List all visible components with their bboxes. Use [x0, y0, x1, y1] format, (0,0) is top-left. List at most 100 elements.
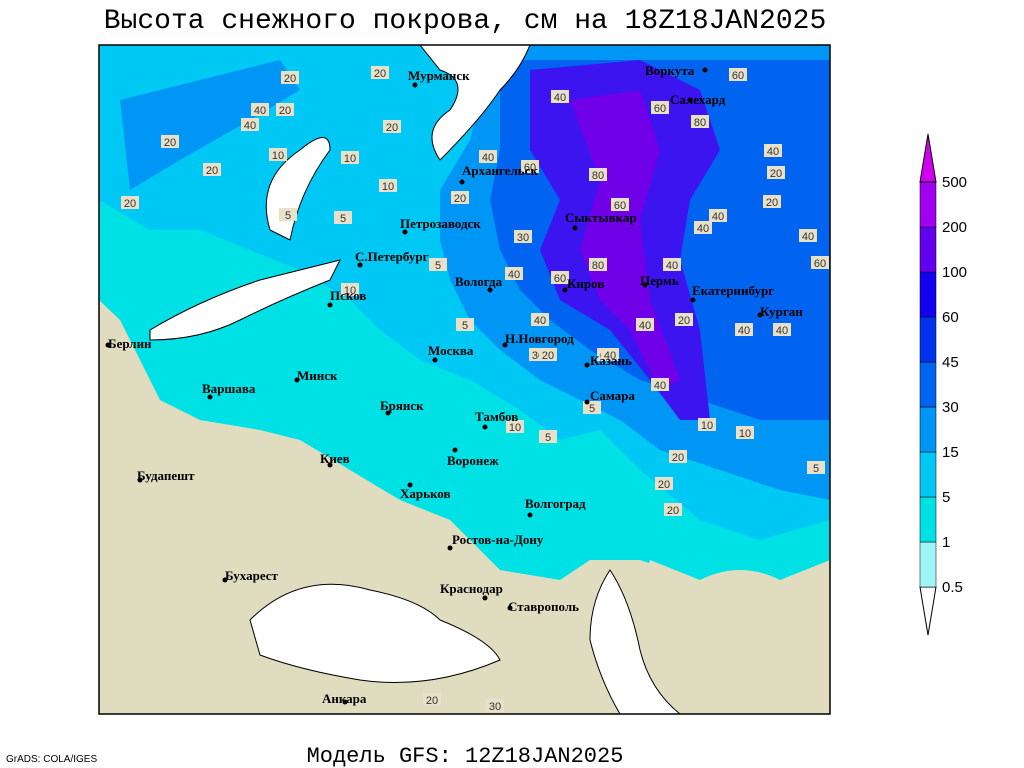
map-frame: [98, 44, 831, 715]
city-label: Воркута: [645, 63, 695, 78]
city-dot: [402, 229, 408, 235]
contour-label-box: [341, 283, 359, 296]
city-label: Екатеринбург: [692, 283, 774, 298]
legend-label: 30: [942, 399, 959, 416]
city-dot: [562, 287, 568, 293]
contour-label-box: [651, 378, 669, 391]
contour-labels: 20 20 40 20 40 20 20 20 10 10 20 5 5 10 20 40 60 40 80 60 80…: [121, 66, 829, 713]
contour-label: 5: [285, 210, 291, 222]
contour-label: 60: [554, 273, 566, 285]
contour-label-box: [551, 271, 569, 284]
contour-label: 20: [667, 505, 679, 517]
contour-label-box: [735, 323, 753, 336]
map-title: Высота снежного покрова, см на 18Z18JAN2…: [104, 6, 827, 37]
contour-label-box: [514, 230, 532, 243]
legend-swatch: [919, 181, 937, 228]
city-dot: [584, 399, 590, 405]
contour-label: 40: [604, 350, 616, 362]
legend-label: 1: [942, 534, 950, 551]
sea-black: [249, 583, 501, 683]
contour-label-box: [764, 144, 782, 157]
contour-label-box: [334, 211, 352, 224]
contour-label-box: [456, 318, 474, 331]
city-dot: [357, 262, 363, 268]
contour-label-box: [521, 160, 539, 173]
contour-label-box: [276, 103, 294, 116]
contour-label: 40: [738, 325, 750, 337]
legend-swatch: [919, 586, 937, 636]
contour-label-box: [423, 693, 441, 706]
contour-label-box: [773, 323, 791, 336]
city-label: Варшава: [202, 381, 256, 396]
contour-label: 10: [344, 153, 356, 165]
contour-label: 40: [712, 211, 724, 223]
city-label: Ростов-на-Дону: [452, 532, 544, 547]
contour-label: 40: [534, 315, 546, 327]
map-area: [99, 45, 830, 714]
legend-swatch: [919, 361, 937, 408]
contour-label-box: [479, 150, 497, 163]
city-dot: [294, 377, 300, 383]
city-label: Воронеж: [447, 453, 499, 468]
contour-label: 20: [386, 122, 398, 134]
contour-label-box: [371, 66, 389, 79]
contour-label: 40: [639, 320, 651, 332]
legend-swatch: [919, 451, 937, 498]
city-dot: [105, 342, 111, 348]
sea-caspian: [589, 569, 681, 714]
city-label: Москва: [428, 343, 474, 358]
contour-label: 20: [279, 105, 291, 117]
city-label: Пермь: [640, 273, 679, 288]
city-dot: [507, 605, 513, 611]
contour-label: 60: [814, 258, 826, 270]
contour-label: 20: [284, 73, 296, 85]
contour-label: 80: [592, 170, 604, 182]
contour-label-box: [506, 420, 524, 433]
city-label: Архангельск: [462, 163, 538, 178]
legend-swatch: [919, 316, 937, 363]
city-dot: [407, 482, 413, 488]
legend-swatch: [919, 133, 937, 183]
city-dot: [452, 447, 458, 453]
city-label: Вологда: [455, 274, 503, 289]
contour-label-box: [161, 135, 179, 148]
contour-label: 20: [124, 198, 136, 210]
city-label: Киев: [320, 451, 350, 466]
contour-label-box: [767, 166, 785, 179]
city-label: Курган: [760, 304, 803, 319]
city-dot: [584, 362, 590, 368]
contour-label: 5: [340, 213, 346, 225]
contour-label-box: [589, 168, 607, 181]
cities: Мурманск Архангельск Воркута Салехард Петроз…: [105, 63, 803, 706]
city-label: Казань: [590, 353, 632, 368]
contour-label: 20: [766, 197, 778, 209]
city-label: Сыктывкар: [565, 210, 637, 225]
city-dot: [482, 424, 488, 430]
contour-label-box: [807, 461, 825, 474]
city-label: Берлин: [108, 336, 152, 351]
city-dot: [690, 297, 696, 303]
contour-label-box: [589, 258, 607, 271]
contour-label-box: [383, 120, 401, 133]
legend-swatch: [919, 496, 937, 543]
contour-label-box: [379, 179, 397, 192]
contour-label-box: [698, 418, 716, 431]
legend-label: 200: [942, 219, 967, 236]
contour-label: 20: [542, 350, 554, 362]
contour-label-box: [429, 258, 447, 271]
city-label: Салехард: [670, 92, 726, 107]
city-label: Бухарест: [225, 568, 279, 583]
contour-label: 20: [672, 452, 684, 464]
contour-label: 40: [482, 152, 494, 164]
contour-label-box: [669, 450, 687, 463]
city-label: Брянск: [380, 398, 424, 413]
contour-label: 20: [454, 193, 466, 205]
contour-label: 40: [802, 231, 814, 243]
contour-label-box: [551, 90, 569, 103]
contour-label-box: [763, 195, 781, 208]
contour-label: 60: [524, 162, 536, 174]
contour-label: 60: [654, 103, 666, 115]
contour-label: 40: [654, 380, 666, 392]
city-label: Киров: [567, 276, 604, 291]
